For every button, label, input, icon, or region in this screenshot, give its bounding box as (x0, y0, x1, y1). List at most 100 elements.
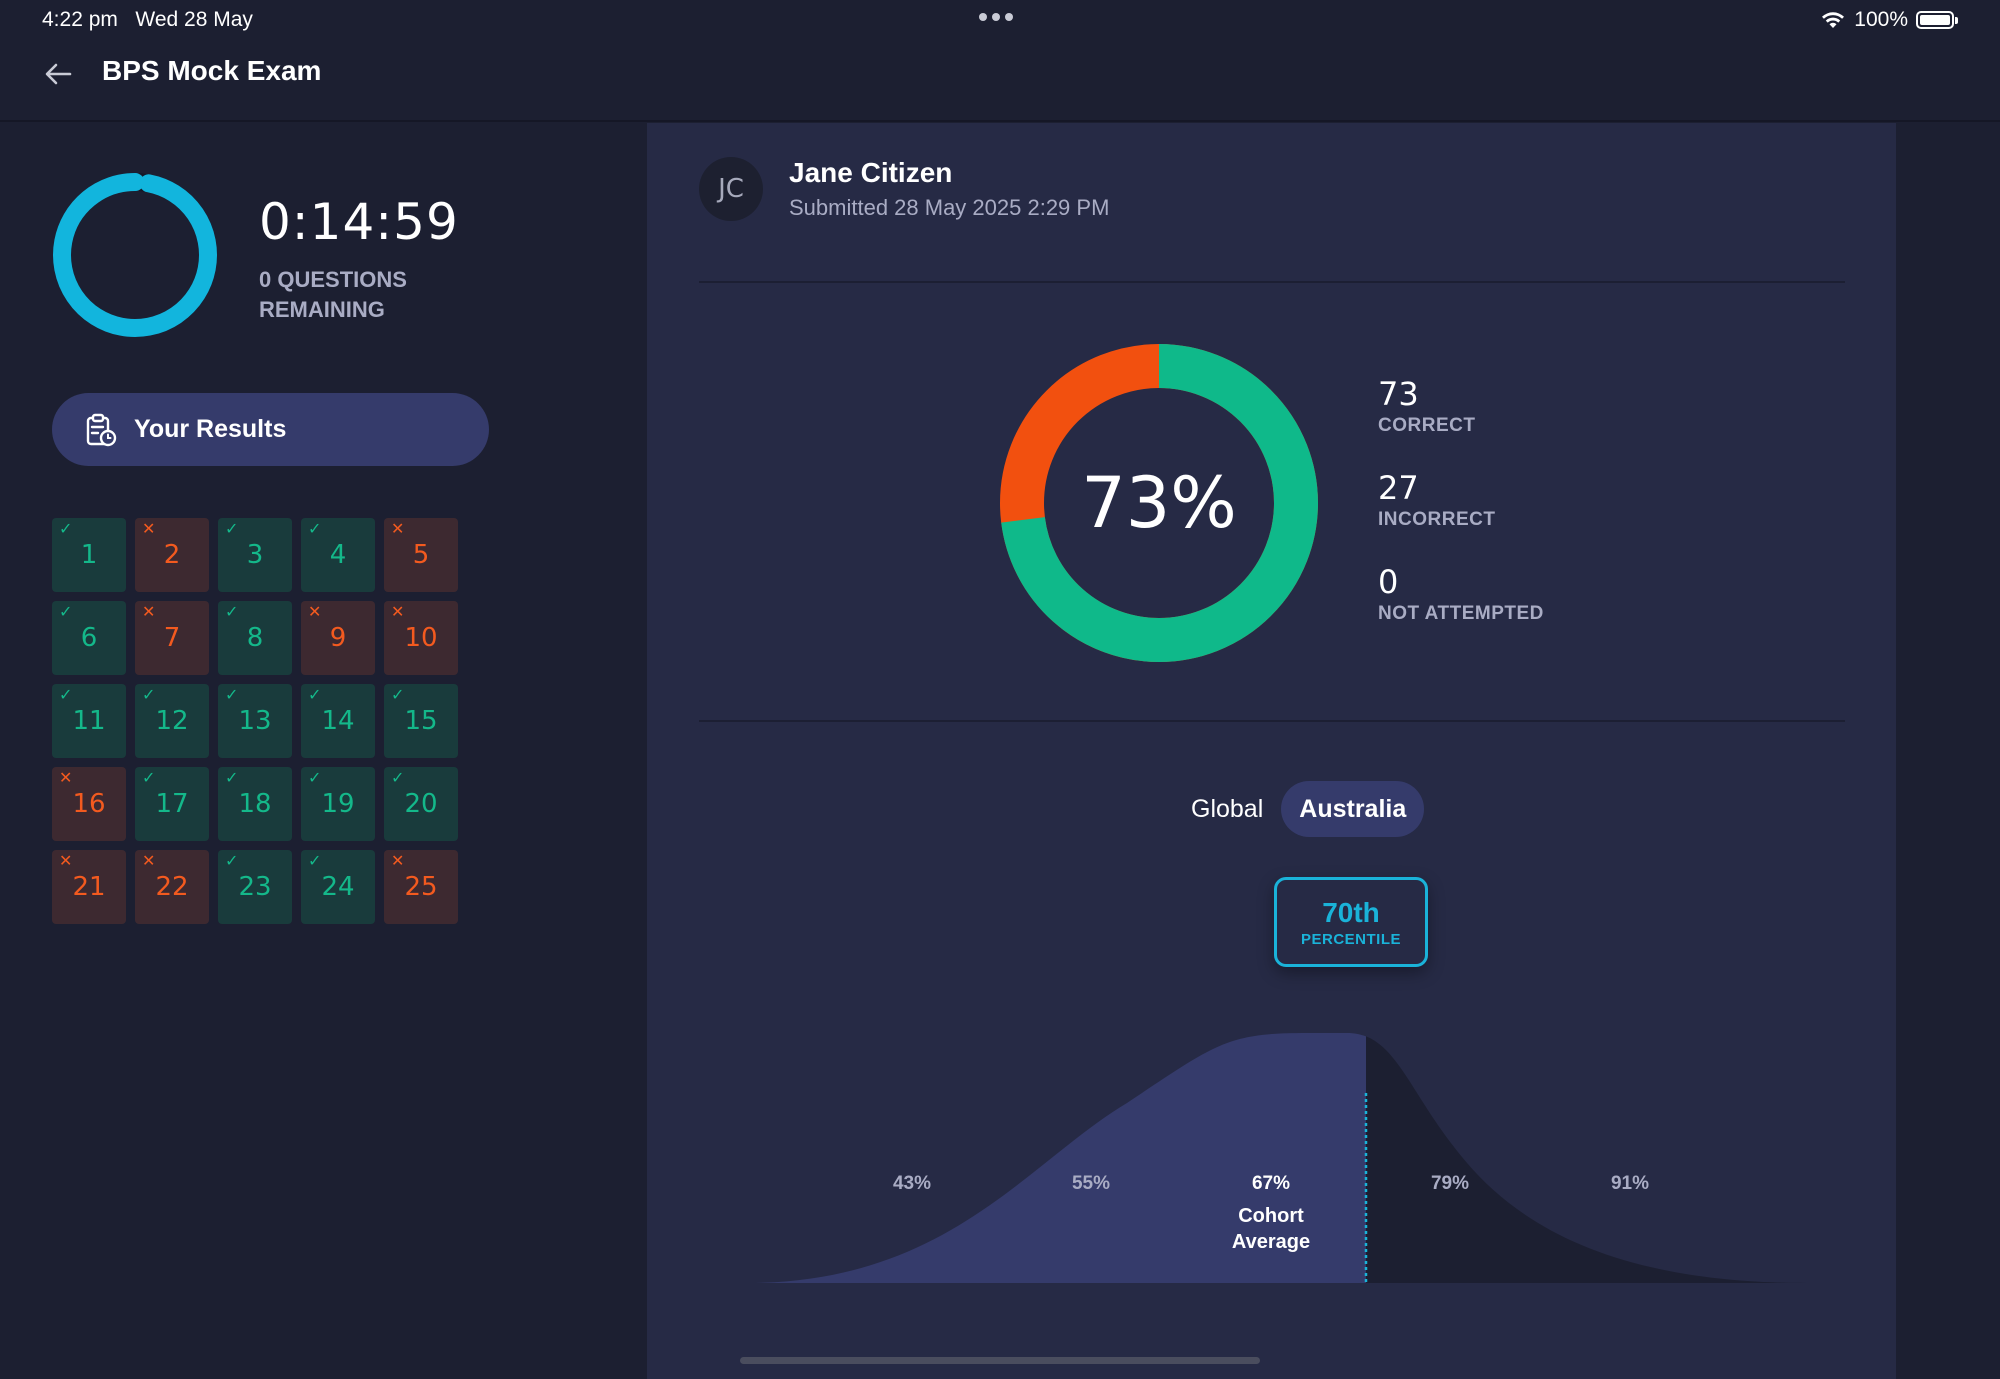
question-number: 5 (412, 540, 430, 570)
percentile-value: 70th (1322, 896, 1380, 928)
donut-segment-correct (1000, 344, 1318, 662)
check-icon: ✓ (59, 685, 73, 704)
question-number: 3 (246, 540, 264, 570)
back-button[interactable] (40, 56, 76, 92)
question-tile[interactable]: ✓ 12 (135, 684, 209, 758)
wifi-icon (1822, 12, 1845, 28)
not-attempted-count: 0 (1378, 563, 1399, 601)
check-icon: ✓ (225, 768, 239, 787)
cohort-average-label: Cohort Average (1231, 1205, 1311, 1253)
question-number: 6 (80, 623, 98, 653)
question-tile[interactable]: ✕ 10 (384, 601, 458, 675)
score-donut-chart (1000, 344, 1318, 662)
multitasking-dots-icon[interactable] (979, 13, 1013, 21)
question-tile[interactable]: ✓ 17 (135, 767, 209, 841)
cross-icon: ✕ (308, 602, 322, 621)
question-tile[interactable]: ✕ 21 (52, 850, 126, 924)
question-tile[interactable]: ✓ 14 (301, 684, 375, 758)
percentile-badge: 70th PERCENTILE (1274, 877, 1428, 967)
question-tile[interactable]: ✕ 5 (384, 518, 458, 592)
question-number: 21 (72, 872, 106, 902)
check-icon: ✓ (308, 685, 322, 704)
cross-icon: ✕ (391, 519, 405, 538)
question-tile[interactable]: ✓ 18 (218, 767, 292, 841)
stat-not-attempted: 0 NOT ATTEMPTED (1378, 563, 1544, 625)
question-tile[interactable]: ✕ 9 (301, 601, 375, 675)
app-header: BPS Mock Exam (0, 40, 2000, 122)
question-number: 22 (155, 872, 189, 902)
check-icon: ✓ (142, 768, 156, 787)
arrow-left-icon (45, 63, 72, 85)
question-tile[interactable]: ✓ 4 (301, 518, 375, 592)
status-right: 100% (1820, 8, 1958, 32)
check-icon: ✓ (225, 685, 239, 704)
check-icon: ✓ (391, 685, 405, 704)
curve-below-percentile (747, 1033, 1366, 1283)
check-icon: ✓ (391, 768, 405, 787)
question-tile[interactable]: ✓ 20 (384, 767, 458, 841)
question-tile[interactable]: ✓ 13 (218, 684, 292, 758)
cross-icon: ✕ (142, 519, 156, 538)
question-tile[interactable]: ✓ 24 (301, 850, 375, 924)
question-tile[interactable]: ✓ 1 (52, 518, 126, 592)
question-tile[interactable]: ✓ 23 (218, 850, 292, 924)
timer-value: 0:14:59 (259, 193, 459, 251)
question-number: 16 (72, 789, 106, 819)
question-number: 13 (238, 706, 272, 736)
status-bar: 4:22 pm Wed 28 May 100% (0, 0, 2000, 40)
check-icon: ✓ (308, 519, 322, 538)
question-tile[interactable]: ✓ 3 (218, 518, 292, 592)
cross-icon: ✕ (391, 602, 405, 621)
question-number: 14 (321, 706, 355, 736)
cross-icon: ✕ (391, 851, 405, 870)
question-tile[interactable]: ✕ 25 (384, 850, 458, 924)
question-number: 23 (238, 872, 272, 902)
your-results-label: Your Results (134, 415, 287, 443)
incorrect-label: INCORRECT (1378, 509, 1496, 530)
tick-label-average: 67% (1251, 1173, 1291, 1194)
question-tile[interactable]: ✕ 22 (135, 850, 209, 924)
correct-label: CORRECT (1378, 415, 1476, 436)
question-tile[interactable]: ✓ 15 (384, 684, 458, 758)
cross-icon: ✕ (142, 851, 156, 870)
question-tile[interactable]: ✕ 7 (135, 601, 209, 675)
tab-australia[interactable]: Australia (1281, 781, 1425, 837)
question-number: 17 (155, 789, 189, 819)
question-tile[interactable]: ✕ 16 (52, 767, 126, 841)
question-number: 10 (404, 623, 438, 653)
home-indicator[interactable] (740, 1357, 1260, 1364)
question-number: 8 (246, 623, 264, 653)
correct-count: 73 (1378, 375, 1419, 413)
check-icon: ✓ (308, 768, 322, 787)
question-number: 7 (163, 623, 181, 653)
cross-icon: ✕ (142, 602, 156, 621)
percentile-label: PERCENTILE (1300, 930, 1401, 948)
question-tile[interactable]: ✓ 6 (52, 601, 126, 675)
question-number: 4 (329, 540, 347, 570)
stat-correct: 73 CORRECT (1378, 375, 1475, 437)
check-icon: ✓ (225, 602, 239, 621)
question-tile[interactable]: ✕ 2 (135, 518, 209, 592)
tick-label: 55% (1071, 1173, 1111, 1194)
question-tile[interactable]: ✓ 19 (301, 767, 375, 841)
not-attempted-label: NOT ATTEMPTED (1378, 603, 1544, 624)
question-number: 12 (155, 706, 189, 736)
question-grid: ✓ 1 ✕ 2 ✓ 3 ✓ 4 ✕ 5 ✓ 6 ✕ 7 ✓ 8 ✕ 9 ✕ 10 ✓ 11 ✓ 12 ✓ 13 ✓ 14 ✓ 15 ✕ 16 ✓… (52, 518, 458, 924)
question-number: 20 (404, 789, 438, 819)
score-percent: 73% (1081, 462, 1237, 544)
cross-icon: ✕ (59, 768, 73, 787)
question-tile[interactable]: ✓ 11 (52, 684, 126, 758)
your-results-button[interactable]: Your Results (52, 393, 489, 466)
tick-label: 43% (892, 1173, 932, 1194)
question-number: 25 (404, 872, 438, 902)
cohort-distribution-curve (747, 1033, 1807, 1283)
check-icon: ✓ (59, 519, 73, 538)
stat-incorrect: 27 INCORRECT (1378, 469, 1495, 531)
question-number: 24 (321, 872, 355, 902)
question-tile[interactable]: ✓ 8 (218, 601, 292, 675)
timer-progress-ring (53, 173, 217, 337)
tab-global[interactable]: Global (1191, 794, 1264, 823)
question-number: 19 (321, 789, 355, 819)
check-icon: ✓ (225, 851, 239, 870)
check-icon: ✓ (225, 519, 239, 538)
